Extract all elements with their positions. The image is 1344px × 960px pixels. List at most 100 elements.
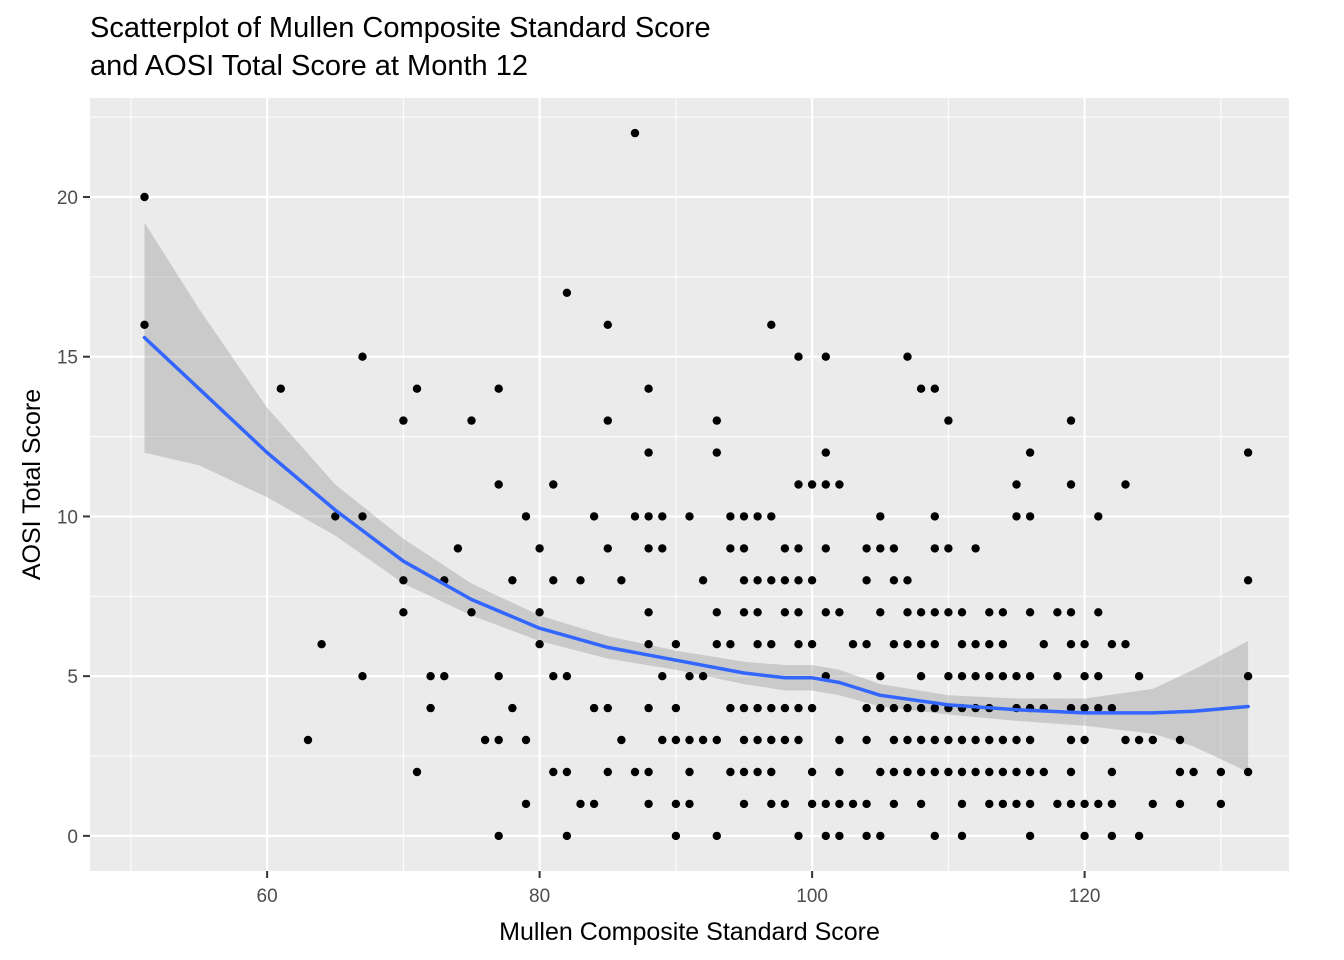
data-point	[644, 384, 653, 393]
data-point	[1189, 767, 1198, 777]
data-point	[753, 608, 762, 617]
data-point	[998, 735, 1008, 745]
data-point	[835, 480, 844, 489]
data-point	[944, 735, 953, 745]
data-point	[821, 480, 830, 489]
data-point	[617, 735, 626, 745]
data-point	[712, 416, 721, 425]
data-point	[848, 640, 858, 649]
data-point	[835, 735, 844, 745]
data-point	[1025, 831, 1035, 841]
data-point	[876, 703, 885, 713]
data-point	[807, 576, 817, 585]
data-point	[644, 512, 653, 521]
data-point	[889, 767, 899, 777]
data-point	[903, 608, 912, 617]
data-point	[549, 480, 558, 489]
data-point	[658, 512, 667, 521]
data-point	[276, 384, 285, 393]
data-point	[726, 640, 735, 649]
data-point	[889, 703, 899, 713]
data-point	[549, 672, 558, 681]
data-point	[1066, 799, 1076, 809]
data-point	[903, 767, 912, 777]
data-point	[957, 767, 967, 777]
data-point	[1080, 640, 1089, 649]
data-point	[617, 576, 626, 585]
data-point	[1094, 799, 1103, 809]
data-point	[1053, 672, 1062, 681]
data-point	[739, 544, 749, 553]
data-point	[685, 672, 694, 681]
data-point	[630, 128, 640, 138]
data-point	[862, 544, 871, 553]
x-tick-label: 60	[257, 886, 278, 907]
data-point	[916, 703, 926, 713]
data-point	[535, 544, 544, 553]
data-point	[794, 735, 803, 745]
data-point	[1134, 672, 1144, 681]
data-point	[1080, 735, 1089, 745]
data-point	[1134, 831, 1144, 841]
data-point	[876, 767, 885, 777]
data-point	[971, 544, 980, 553]
data-point	[985, 799, 994, 809]
data-point	[412, 767, 422, 777]
data-point	[1121, 480, 1130, 489]
data-point	[780, 544, 790, 553]
data-point	[916, 384, 926, 393]
data-point	[916, 640, 926, 649]
data-point	[671, 735, 681, 745]
data-point	[712, 640, 721, 649]
data-point	[807, 703, 817, 713]
data-point	[794, 640, 803, 649]
data-point	[794, 608, 803, 617]
data-point	[1094, 703, 1103, 713]
data-point	[835, 608, 844, 617]
data-point	[821, 544, 830, 553]
data-point	[889, 544, 899, 553]
data-point	[876, 608, 885, 617]
data-point	[1094, 512, 1103, 521]
data-point	[399, 608, 408, 617]
data-point	[739, 703, 749, 713]
data-point	[794, 831, 803, 841]
data-point	[1148, 799, 1158, 809]
data-point	[780, 576, 790, 585]
data-point	[589, 703, 599, 713]
data-point	[1066, 608, 1076, 617]
data-point	[658, 672, 667, 681]
data-point	[685, 735, 694, 745]
data-point	[1066, 703, 1076, 713]
data-point	[358, 352, 367, 361]
data-point	[549, 767, 558, 777]
data-point	[794, 544, 803, 553]
data-point	[508, 703, 517, 713]
x-tick-label: 100	[796, 886, 828, 907]
data-point	[426, 672, 435, 681]
data-point	[140, 192, 149, 202]
y-tick-label: 15	[57, 348, 78, 369]
data-point	[1107, 767, 1117, 777]
data-point	[317, 640, 326, 649]
data-point	[876, 672, 885, 681]
data-point	[794, 480, 803, 489]
confidence-ribbon	[144, 222, 1249, 773]
data-point	[767, 799, 776, 809]
data-point	[644, 767, 653, 777]
data-point	[998, 640, 1008, 649]
data-point	[494, 831, 503, 841]
data-point	[726, 512, 735, 521]
data-point	[944, 608, 953, 617]
data-point	[930, 608, 939, 617]
data-point	[358, 672, 367, 681]
data-point	[508, 576, 517, 585]
data-point	[889, 576, 899, 585]
data-point	[1094, 672, 1103, 681]
x-tick-label: 120	[1069, 886, 1101, 907]
data-point	[426, 703, 435, 713]
data-point	[644, 703, 653, 713]
data-point	[1175, 735, 1185, 745]
data-point	[1066, 640, 1076, 649]
